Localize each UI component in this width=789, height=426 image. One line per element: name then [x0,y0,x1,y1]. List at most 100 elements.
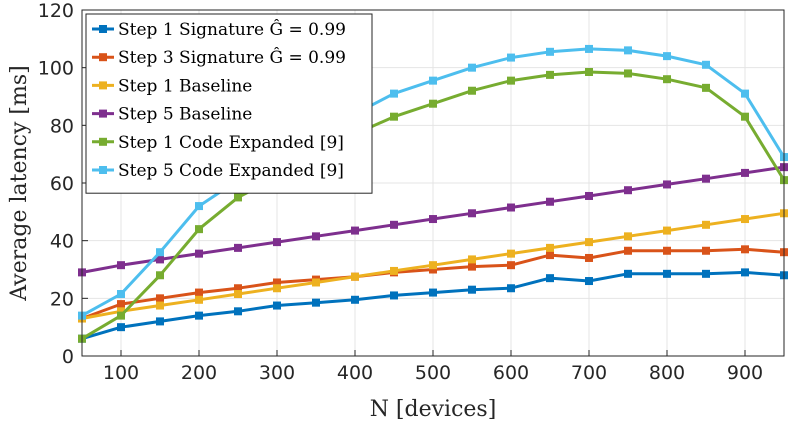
data-point [546,243,554,252]
data-point [585,238,593,247]
data-point [429,99,437,108]
data-point [702,220,710,229]
data-point [195,311,203,320]
data-point [390,112,398,121]
series-layer [78,44,788,343]
data-point [273,238,281,247]
legend-marker [99,166,107,174]
data-point [624,46,632,55]
data-point [702,174,710,183]
data-point [507,261,515,270]
data-point [507,203,515,212]
y-tick-label: 0 [62,346,74,368]
data-point [156,294,164,303]
ticks: 100 200 300 400 500 600 700 800 900 0 20 40 60 80 100 1… [38,0,763,384]
legend-label: Step 5 Code Expanded [9] [118,161,344,181]
data-point [156,255,164,264]
data-point [117,307,125,316]
data-point [351,295,359,304]
data-point [312,278,320,287]
data-point [585,253,593,262]
data-point [468,285,476,294]
data-point [390,291,398,300]
data-point [468,209,476,218]
data-point [663,226,671,235]
data-point [741,215,749,224]
data-point [624,269,632,278]
x-tick-label: 100 [103,362,139,384]
data-point [624,186,632,195]
legend-item: Step 3 Signature Ĝ = 0.99 [92,47,346,68]
data-point [117,323,125,332]
legend-label: Step 1 Signature Ĝ = 0.99 [118,19,346,40]
legend-marker [99,81,107,90]
data-point [468,86,476,95]
data-point [195,225,203,234]
data-point [390,89,398,98]
data-point [351,226,359,235]
data-point [429,265,437,274]
data-point [390,220,398,229]
data-point [156,248,164,257]
legend-marker [99,137,107,146]
data-point [234,193,242,202]
data-point [507,284,515,293]
data-point [702,60,710,69]
data-point [234,290,242,299]
data-point [624,246,632,255]
x-tick-label: 300 [259,362,295,384]
x-tick-label: 800 [649,362,685,384]
data-point [429,215,437,224]
data-point [546,47,554,56]
x-tick-label: 900 [727,362,763,384]
data-point [117,290,125,299]
data-point [663,52,671,61]
data-point [585,277,593,286]
x-tick-label: 400 [337,362,373,384]
data-point [234,284,242,293]
data-point [468,255,476,264]
series-6 [78,44,788,320]
data-point [702,246,710,255]
data-point [624,69,632,78]
y-tick-label: 20 [50,288,74,310]
data-point [429,261,437,270]
x-axis-label: N [devices] [370,397,497,422]
data-point [585,44,593,53]
legend-label: Step 3 Signature Ĝ = 0.99 [118,47,346,68]
legend-item: Step 5 Baseline [92,105,252,125]
data-point [195,249,203,258]
data-point [234,243,242,252]
data-point [390,266,398,275]
data-point [507,53,515,62]
y-axis-label: Average latency [ms] [7,65,32,301]
legend-label: Step 1 Baseline [118,76,252,96]
data-point [273,278,281,287]
data-point [195,295,203,304]
legend-label: Step 5 Baseline [118,105,252,125]
x-tick-label: 700 [571,362,607,384]
data-point [663,180,671,189]
data-point [312,232,320,241]
legend-box [85,13,373,194]
y-tick-label: 80 [50,115,74,137]
data-point [195,202,203,211]
data-point [507,76,515,85]
x-tick-label: 600 [493,362,529,384]
data-point [156,271,164,280]
y-tick-label: 120 [38,0,74,22]
data-point [663,75,671,84]
data-point [234,307,242,316]
data-point [546,197,554,206]
data-point [741,268,749,277]
x-tick-label: 200 [181,362,217,384]
data-point [273,301,281,310]
data-point [741,89,749,98]
data-point [312,298,320,307]
data-point [663,269,671,278]
data-point [117,261,125,270]
data-point [741,245,749,254]
x-tick-label: 500 [415,362,451,384]
data-point [663,246,671,255]
data-point [273,284,281,293]
